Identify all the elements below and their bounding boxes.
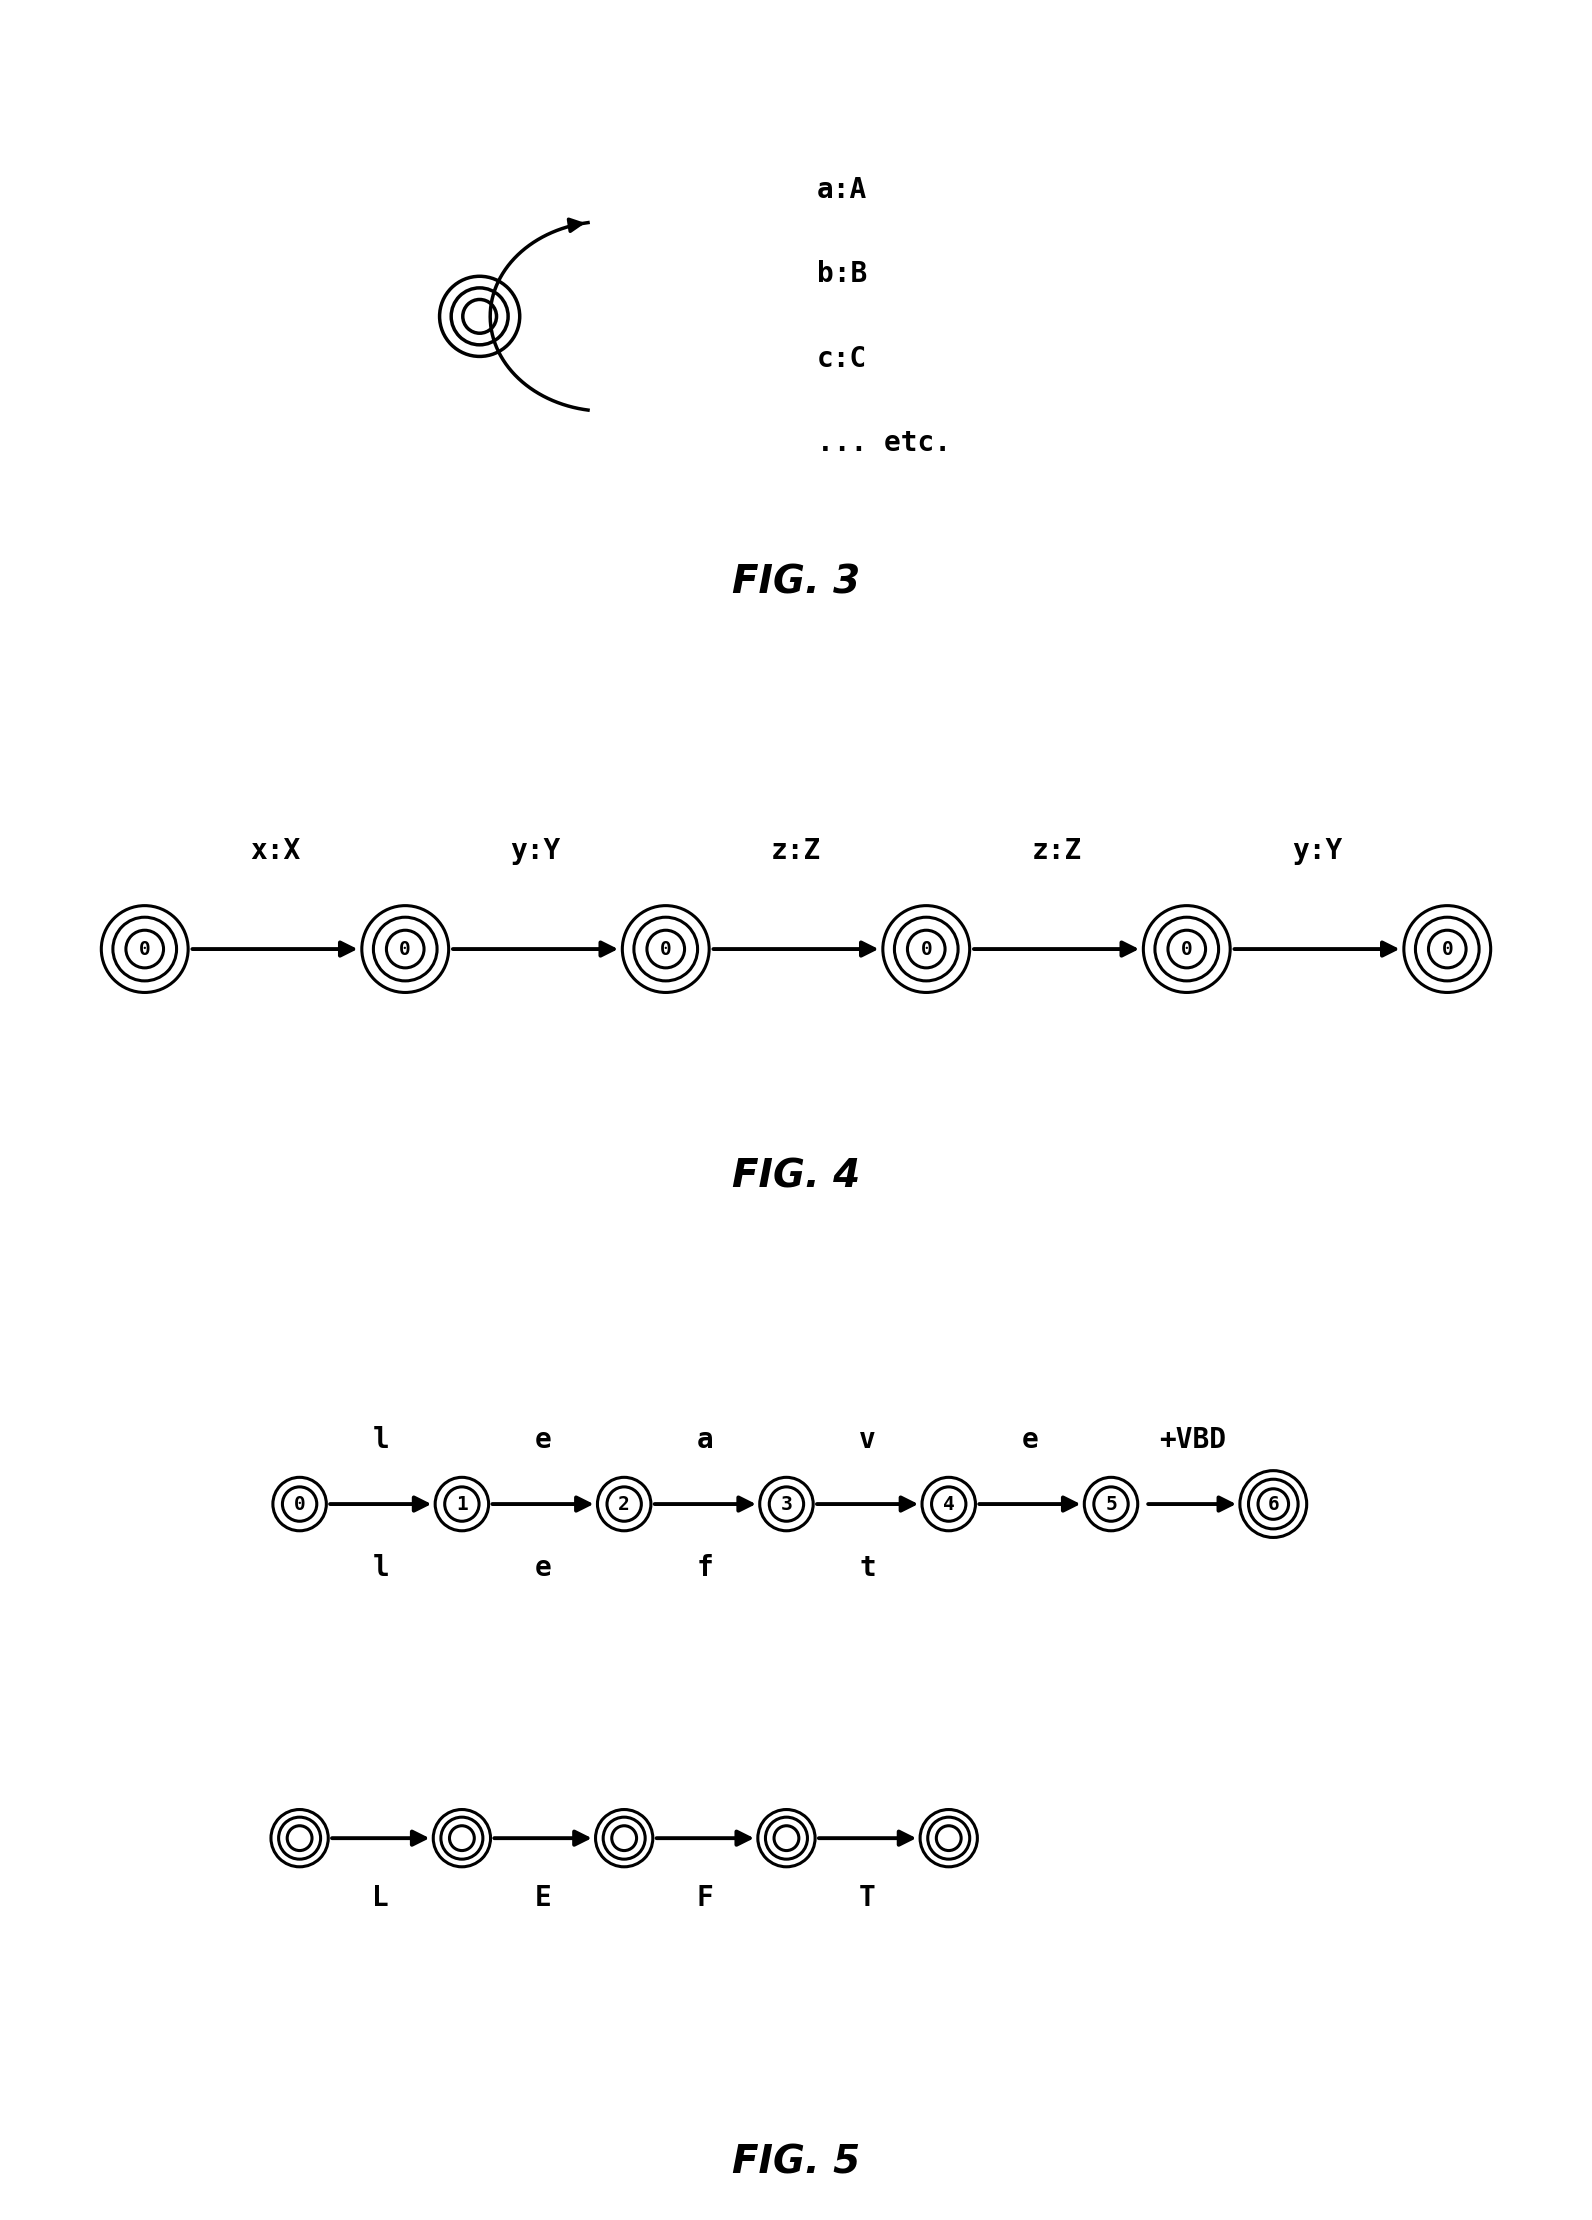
Text: 0: 0 [1181,939,1192,959]
Text: E: E [535,1885,551,1911]
Text: 6: 6 [1267,1494,1280,1514]
Text: 3: 3 [780,1494,793,1514]
Text: FIG. 5: FIG. 5 [732,2145,860,2182]
Text: 0: 0 [400,939,411,959]
Text: v: v [860,1427,876,1454]
Text: F: F [697,1885,713,1911]
Text: 1: 1 [455,1494,468,1514]
Text: 0: 0 [139,939,151,959]
Text: z:Z: z:Z [1032,837,1081,866]
Text: L: L [373,1885,388,1911]
Text: x:X: x:X [250,837,301,866]
Text: a:A: a:A [817,175,868,204]
Text: +VBD: +VBD [1159,1427,1226,1454]
Text: l: l [373,1554,388,1581]
Text: z:Z: z:Z [771,837,821,866]
Text: t: t [860,1554,876,1581]
Text: FIG. 4: FIG. 4 [732,1157,860,1194]
Text: l: l [373,1427,388,1454]
Text: 4: 4 [942,1494,955,1514]
Text: e: e [1022,1427,1038,1454]
Text: c:C: c:C [817,344,868,373]
Text: 0: 0 [295,1494,306,1514]
Text: T: T [860,1885,876,1911]
Text: 0: 0 [659,939,672,959]
Text: e: e [535,1427,551,1454]
Text: 0: 0 [1441,939,1453,959]
Text: ... etc.: ... etc. [817,428,950,457]
Text: y:Y: y:Y [511,837,560,866]
Text: FIG. 3: FIG. 3 [732,564,860,602]
Text: a: a [697,1427,713,1454]
Text: b:B: b:B [817,260,868,289]
Text: e: e [535,1554,551,1581]
Text: f: f [697,1554,713,1581]
Text: 5: 5 [1105,1494,1118,1514]
Text: 0: 0 [920,939,933,959]
Text: 2: 2 [618,1494,630,1514]
Text: y:Y: y:Y [1291,837,1342,866]
